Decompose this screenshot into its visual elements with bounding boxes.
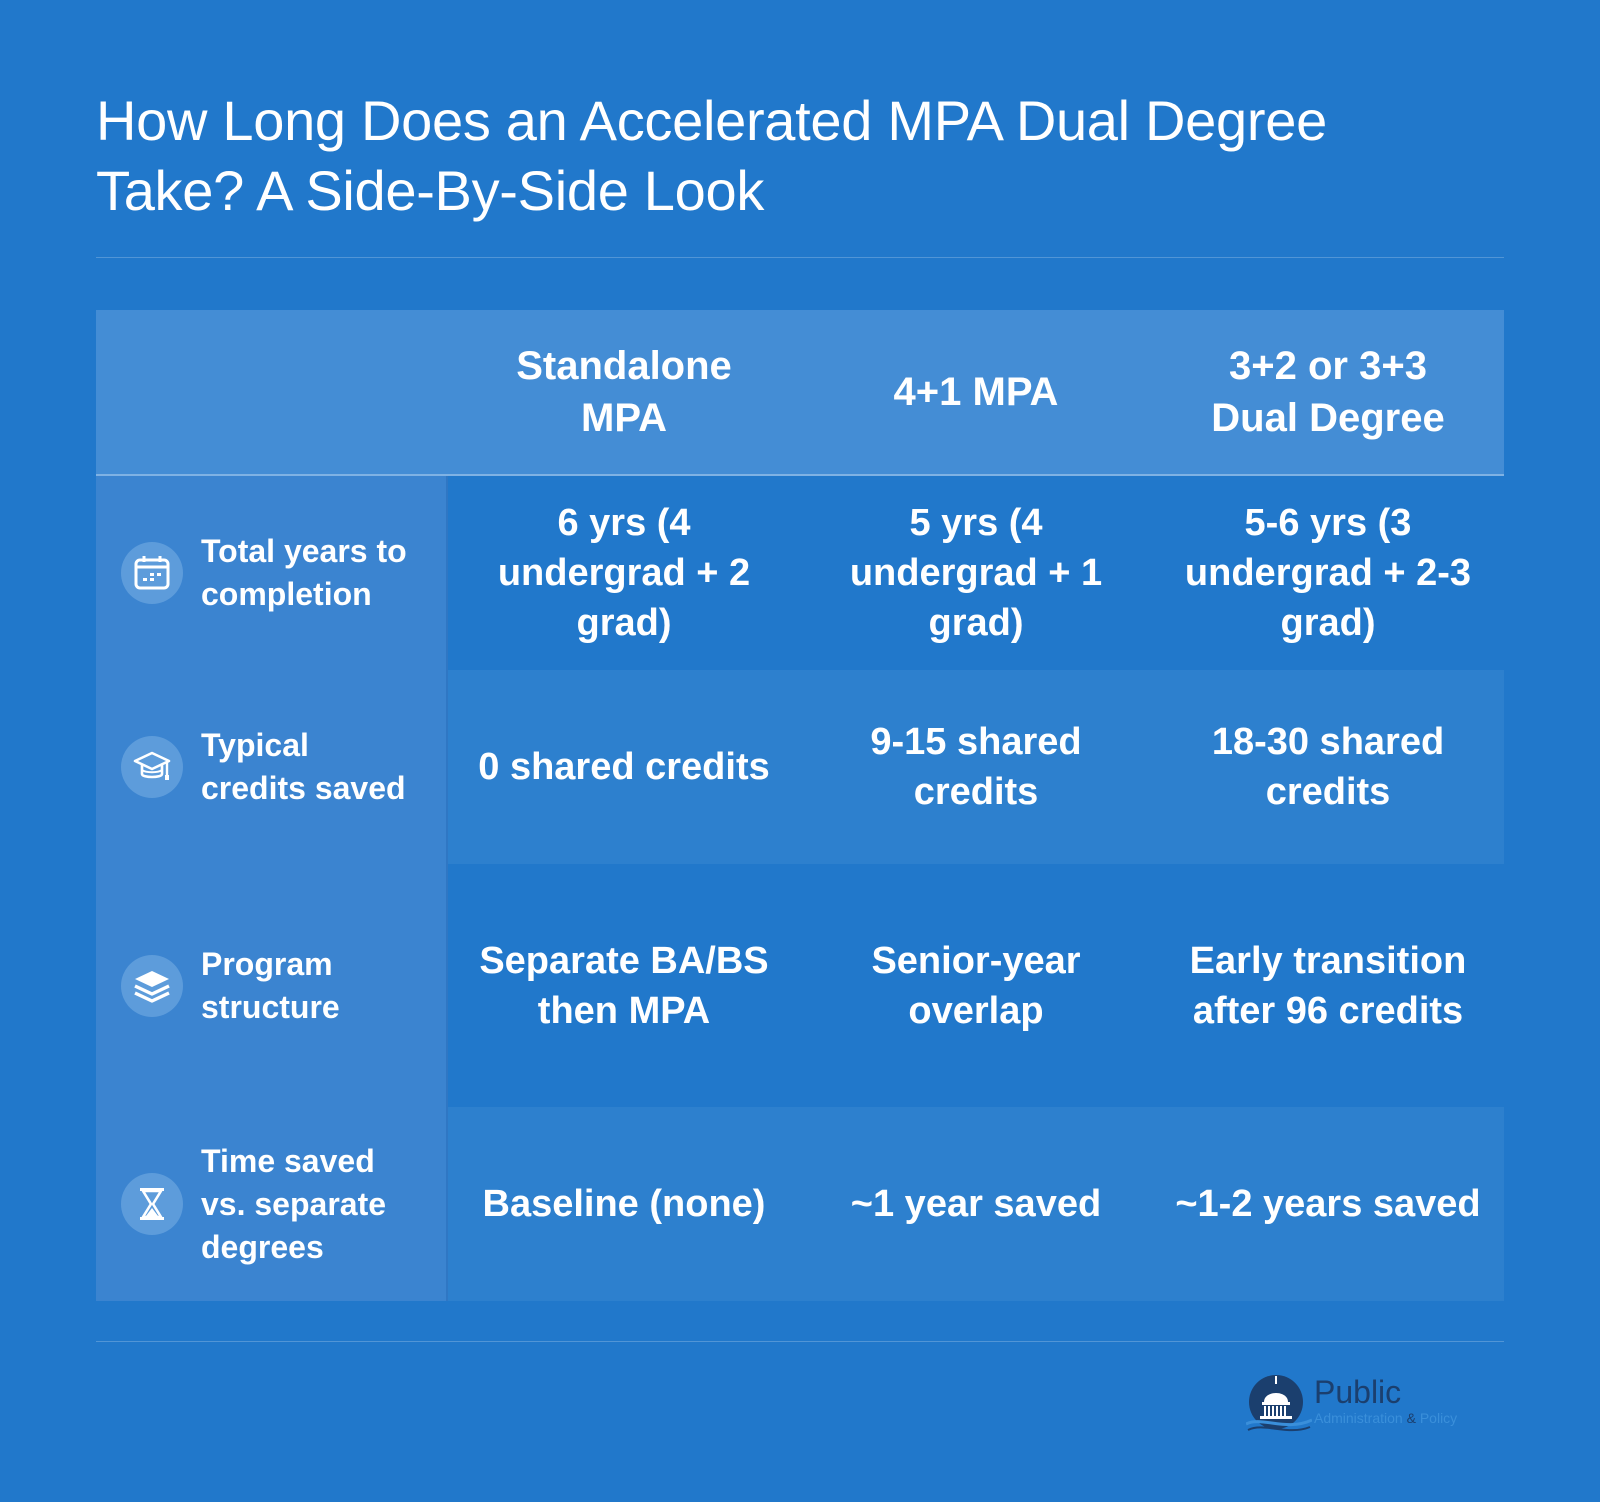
hourglass-icon xyxy=(121,1173,183,1235)
table-cell: ~1-2 years saved xyxy=(1152,1107,1504,1301)
bottom-divider xyxy=(96,1341,1504,1342)
column-header-standalone: Standalone MPA xyxy=(516,344,732,440)
top-divider xyxy=(96,257,1504,258)
row-label: Program structure xyxy=(201,945,340,1025)
row-label-cell: Program structure xyxy=(96,864,448,1107)
table-cell: Early transition after 96 credits xyxy=(1152,864,1504,1107)
header-corner xyxy=(96,310,448,474)
table-cell: 6 yrs (4 undergrad + 2 grad) xyxy=(448,476,800,670)
layers-icon xyxy=(121,954,183,1017)
row-label-cell: Typical credits saved xyxy=(96,670,448,864)
table-cell: 5-6 yrs (3 undergrad + 2-3 grad) xyxy=(1152,476,1504,670)
brand-logo: Public Administration & Policy xyxy=(1245,1372,1506,1434)
logo-subtitle-right: Policy xyxy=(1419,1410,1458,1426)
row-label: Time saved vs. separate degrees xyxy=(201,1142,387,1265)
row-label-cell: Total years to completion xyxy=(96,476,448,670)
table-cell: 18-30 shared credits xyxy=(1152,670,1504,864)
table-cell: ~1 year saved xyxy=(800,1107,1152,1301)
comparison-table: Standalone MPA 4+1 MPA 3+2 or 3+3 Dual D… xyxy=(96,310,1504,1301)
table-cell: 0 shared credits xyxy=(448,670,800,864)
row-label: Total years to completion xyxy=(201,533,407,612)
table-row-total-years: Total years to completion 6 yrs (4 under… xyxy=(96,476,1504,670)
column-header-4-plus-1: 4+1 MPA xyxy=(893,370,1059,414)
table-cell: Baseline (none) xyxy=(448,1107,800,1301)
table-cell: Senior-year overlap xyxy=(800,864,1152,1107)
table-cell: Separate BA/BS then MPA xyxy=(448,864,800,1107)
logo-wordmark: Public xyxy=(1314,1374,1402,1410)
table-header: Standalone MPA 4+1 MPA 3+2 or 3+3 Dual D… xyxy=(96,310,1504,476)
row-label: Typical credits saved xyxy=(201,727,406,806)
capitol-dome-icon xyxy=(1245,1375,1313,1432)
table-cell: 5 yrs (4 undergrad + 1 grad) xyxy=(800,476,1152,670)
table-cell: 9-15 shared credits xyxy=(800,670,1152,864)
page-title: How Long Does an Accelerated MPA Dual De… xyxy=(96,89,1327,222)
calendar-icon xyxy=(121,542,183,604)
row-label-cell: Time saved vs. separate degrees xyxy=(96,1107,448,1301)
table-row-program-structure: Program structure Separate BA/BS then MP… xyxy=(96,864,1504,1107)
graduation-cap-icon xyxy=(121,736,183,798)
logo-ampersand: & xyxy=(1406,1410,1416,1426)
table-row-time-saved: Time saved vs. separate degrees Baseline… xyxy=(96,1107,1504,1301)
logo-subtitle-left: Administration xyxy=(1314,1410,1403,1426)
logo-subtitle: Administration & Policy xyxy=(1314,1410,1457,1426)
table-row-credits-saved: Typical credits saved 0 shared credits 9… xyxy=(96,670,1504,864)
column-header-dual-degree: 3+2 or 3+3 Dual Degree xyxy=(1211,344,1445,440)
